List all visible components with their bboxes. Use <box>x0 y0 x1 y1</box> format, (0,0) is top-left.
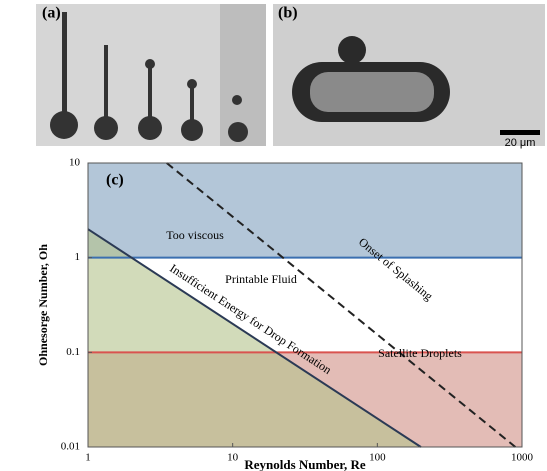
x-tick-label: 1 <box>85 452 91 464</box>
chart-title: (c) <box>106 172 124 189</box>
x-tick-label: 100 <box>369 452 386 464</box>
annotation-text: Printable Fluid <box>225 272 297 286</box>
x-axis-label: Reynolds Number, Re <box>244 457 365 471</box>
photo-b <box>273 4 545 146</box>
boundary-line <box>87 228 422 448</box>
scale-bar-label: 20 μm <box>505 137 536 149</box>
y-tick-label: 0.1 <box>66 346 80 358</box>
panel-label: (b) <box>278 5 298 22</box>
photo-a <box>36 4 266 146</box>
region-label: Too viscous <box>166 228 224 242</box>
y-axis-label: Ohnesorge Number, Oh <box>36 244 50 366</box>
plot-frame <box>87 162 523 448</box>
region-fill <box>88 163 522 258</box>
y-tick-label: 0.01 <box>61 441 80 453</box>
y-tick-label: 10 <box>69 157 81 169</box>
panel-label: (a) <box>42 5 61 22</box>
boundary-line <box>166 162 517 448</box>
y-tick-label: 1 <box>75 251 81 263</box>
annotation: Printable Fluid <box>225 272 297 286</box>
x-tick-label: 1000 <box>511 452 534 464</box>
region-label: Satellite Droplets <box>378 346 462 360</box>
x-tick-label: 10 <box>227 452 239 464</box>
